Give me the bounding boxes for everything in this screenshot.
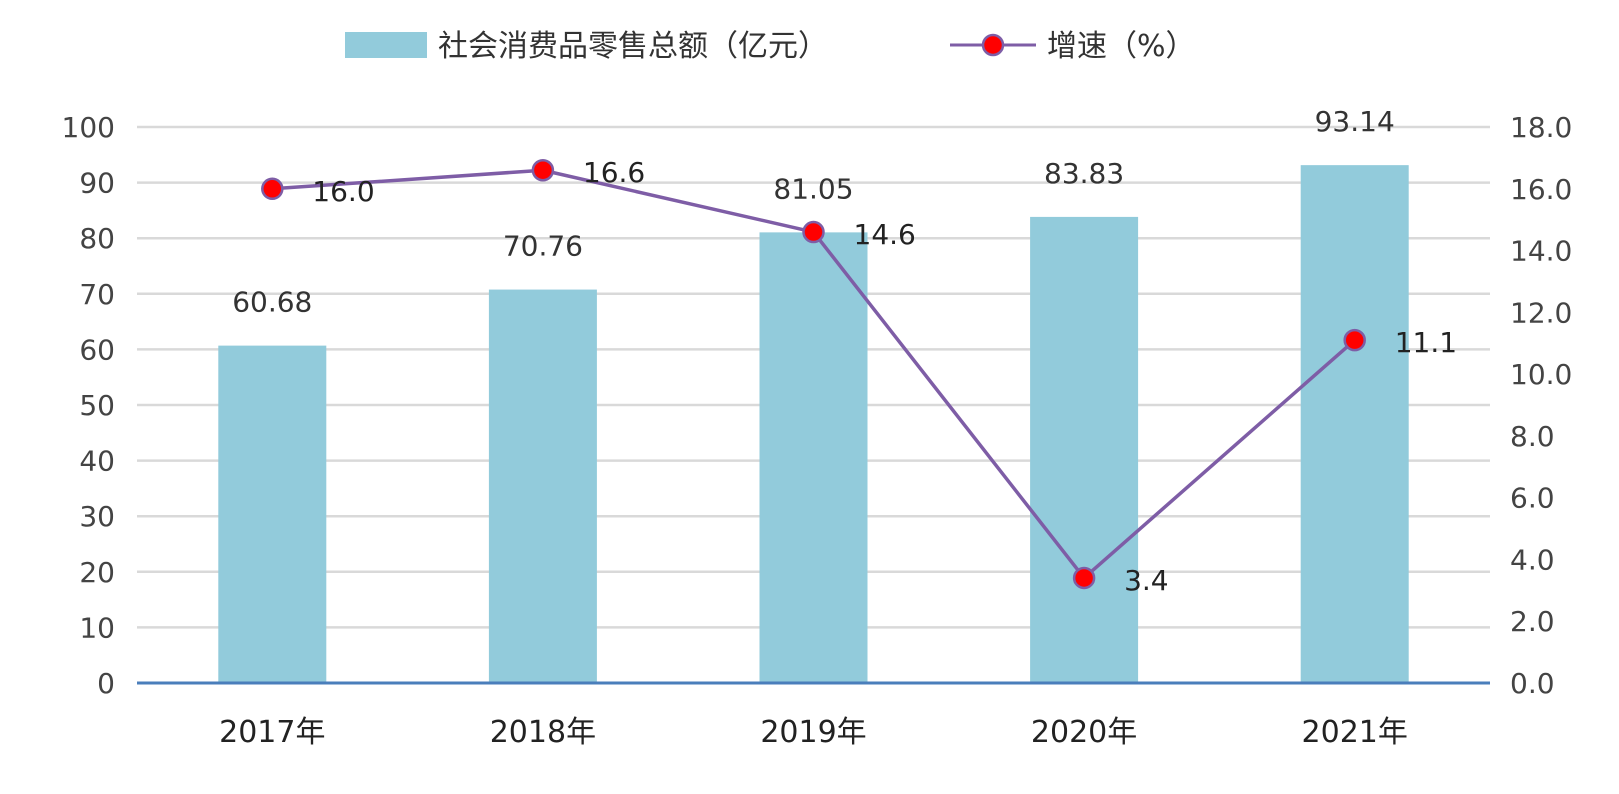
bar-value-label: 93.14 xyxy=(1315,105,1395,138)
bar-value-label: 83.83 xyxy=(1044,157,1124,190)
line-value-label: 3.4 xyxy=(1124,564,1169,597)
legend: 社会消费品零售总额（亿元） 增速（%） xyxy=(345,29,1196,64)
left-axis-tick-label: 90 xyxy=(79,167,115,200)
right-axis-tick-label: 0.0 xyxy=(1510,667,1555,700)
bar xyxy=(759,232,868,683)
category-label: 2020年 xyxy=(1031,715,1137,750)
legend-line-marker xyxy=(981,33,1005,57)
category-labels: 2017年 2018年 2019年 2020年 2021年 xyxy=(219,715,1408,750)
category-label: 2018年 xyxy=(490,715,596,750)
legend-bar-swatch xyxy=(345,32,427,58)
line-value-label: 14.6 xyxy=(854,218,916,251)
line-value-labels: 16.0 16.6 14.6 3.4 11.1 xyxy=(312,156,1457,597)
category-label: 2019年 xyxy=(760,715,866,750)
legend-line-label: 增速（%） xyxy=(1047,29,1196,64)
line-series xyxy=(261,158,1366,590)
bar-series xyxy=(218,165,1409,683)
right-axis-tick-label: 18.0 xyxy=(1510,111,1572,144)
bar-value-labels: 60.68 70.76 81.05 83.83 93.14 xyxy=(232,105,1395,318)
bar-value-label: 70.76 xyxy=(503,230,583,263)
line-point xyxy=(1343,328,1366,352)
right-axis-tick-label: 6.0 xyxy=(1510,482,1555,515)
bar-value-label: 60.68 xyxy=(232,286,312,319)
right-axis-tick-label: 12.0 xyxy=(1510,296,1572,329)
bar-value-label: 81.05 xyxy=(773,172,853,205)
right-axis-tick-label: 4.0 xyxy=(1510,543,1555,576)
right-axis-tick-label: 8.0 xyxy=(1510,420,1555,453)
bar xyxy=(488,289,597,683)
left-axis-tick-label: 40 xyxy=(79,445,115,478)
left-axis-tick-label: 60 xyxy=(79,333,115,366)
bar xyxy=(1030,216,1139,683)
line-value-label: 11.1 xyxy=(1395,326,1457,359)
right-axis-tick-label: 10.0 xyxy=(1510,358,1572,391)
left-axis-tick-label: 50 xyxy=(79,389,115,422)
category-label: 2021年 xyxy=(1302,715,1408,750)
line-point xyxy=(261,177,284,201)
left-axis-tick-label: 0 xyxy=(97,667,115,700)
bar xyxy=(218,345,327,683)
line-point xyxy=(802,220,825,244)
left-axis-ticks: 0 10 20 30 40 50 60 70 80 90 100 xyxy=(62,111,115,700)
left-axis-tick-label: 80 xyxy=(79,222,115,255)
right-axis-tick-label: 14.0 xyxy=(1510,235,1572,268)
right-axis-tick-label: 2.0 xyxy=(1510,605,1555,638)
line-point xyxy=(531,158,555,182)
bar xyxy=(1300,165,1409,683)
line-point xyxy=(1072,566,1096,590)
right-axis-tick-label: 16.0 xyxy=(1510,173,1572,206)
left-axis-tick-label: 30 xyxy=(79,500,115,533)
line-value-label: 16.6 xyxy=(583,156,645,189)
left-axis-tick-label: 70 xyxy=(79,278,115,311)
left-axis-tick-label: 20 xyxy=(79,556,115,589)
left-axis-tick-label: 100 xyxy=(62,111,115,144)
left-axis-tick-label: 10 xyxy=(79,611,115,644)
line-value-label: 16.0 xyxy=(312,175,374,208)
right-axis-ticks: 0.0 2.0 4.0 6.0 8.0 10.0 12.0 14.0 16.0 18.0 xyxy=(1510,111,1572,700)
legend-bar-label: 社会消费品零售总额（亿元） xyxy=(438,29,828,64)
category-label: 2017年 xyxy=(219,715,325,750)
